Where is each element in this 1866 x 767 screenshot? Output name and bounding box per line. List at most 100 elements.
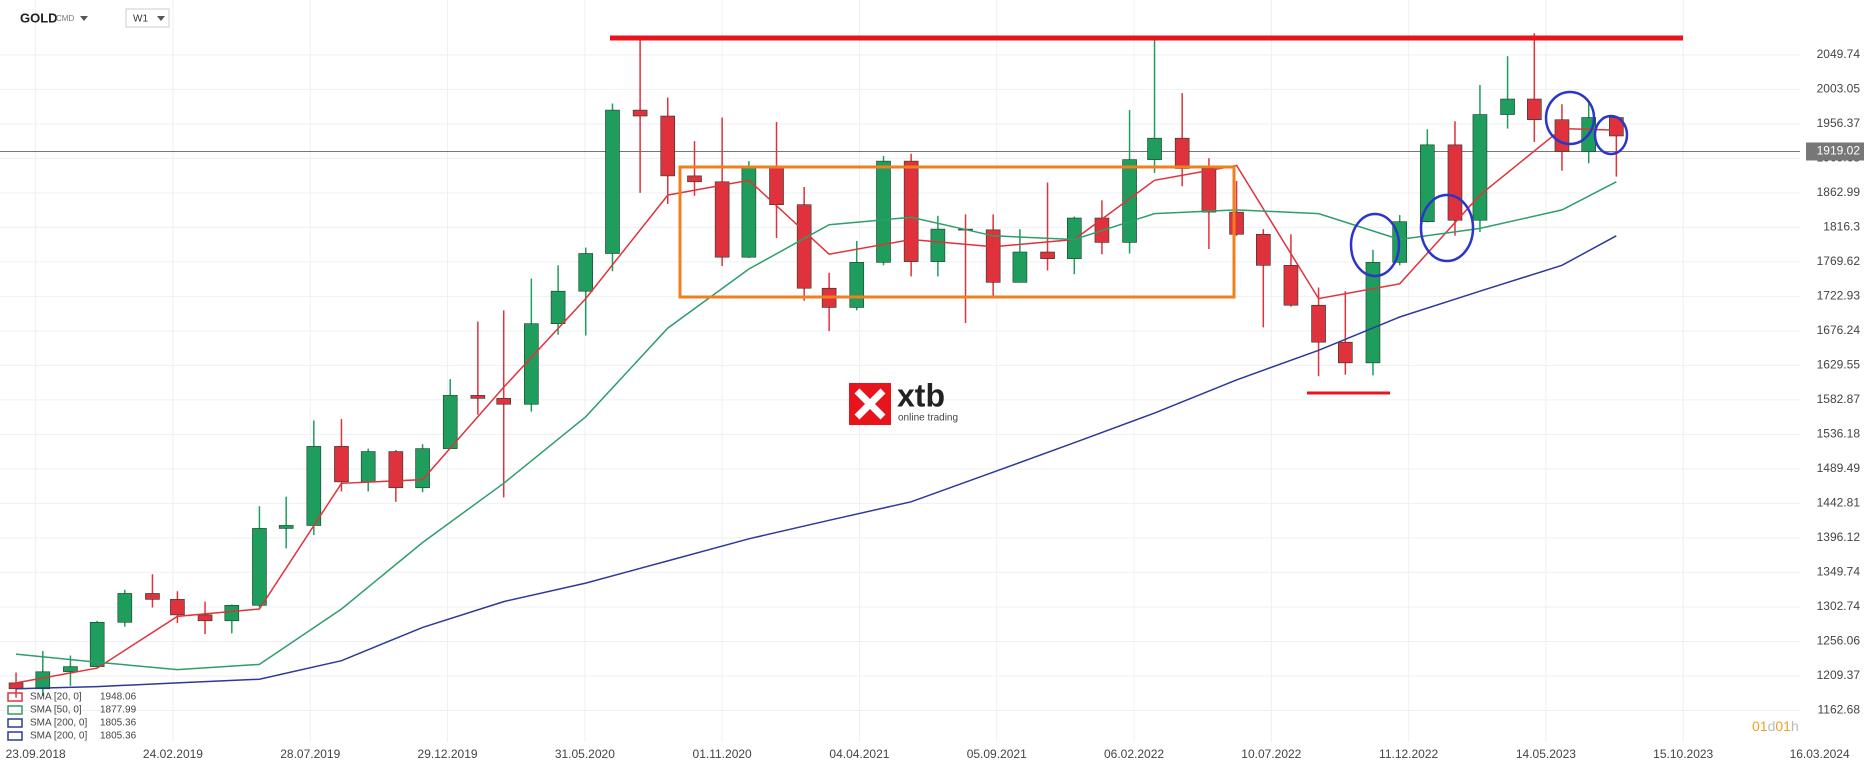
highlight-circle [1593,114,1629,156]
logo-text: xtb [897,377,945,413]
countdown-part: 01 [1752,718,1768,734]
candle-body [524,323,539,405]
candle-body [145,593,160,600]
dropdown-arrow[interactable] [80,16,88,21]
candle-body [278,525,294,529]
legend-name: SMA [20, 0] [30,692,82,703]
candle-body [306,446,322,526]
candle-body [197,614,213,622]
y-tick-label: 1536.18 [1817,427,1861,441]
candle-body [550,290,566,325]
candle-body [605,109,620,254]
y-tick-label: 1629.55 [1817,358,1861,372]
legend-value: 1805.36 [100,718,137,729]
y-tick-label: 1256.06 [1817,634,1861,648]
candle-body [1500,98,1515,115]
y-tick-label: 1862.99 [1817,185,1861,199]
y-tick-label: 1956.37 [1817,116,1861,130]
axis-panel [1800,0,1866,767]
y-tick-label: 1816.3 [1823,220,1860,234]
sma-line [15,181,1617,671]
legend-name: SMA [200, 0] [30,718,87,729]
current-price-box [1806,142,1864,161]
x-tick-label: 05.09.2021 [967,747,1027,761]
y-tick-label: 1722.93 [1817,289,1861,303]
candle-body [985,229,1001,283]
candle-body [1447,144,1463,221]
candle-body [1311,304,1326,343]
candle-body [415,448,430,489]
y-tick-label: 1769.62 [1817,254,1861,268]
candle-body [388,451,404,489]
legend-swatch [7,718,23,728]
candle-body [903,160,919,262]
candle-body [35,671,51,690]
y-tick-label: 2049.74 [1817,47,1861,61]
x-tick-label: 10.07.2022 [1241,747,1301,761]
countdown: 01d01h [1752,718,1799,734]
highlight-circle [1544,90,1596,146]
legend-value: 1877.99 [100,705,137,716]
legend-value: 1948.06 [100,692,137,703]
candle-body [117,593,133,623]
candle-body [442,395,458,449]
candle-body [1283,265,1299,306]
logo-x [854,388,886,420]
candle-body [1201,168,1217,213]
candle-body [876,160,891,263]
candle-body [1174,137,1190,169]
symbol[interactable]: GOLD [20,10,58,25]
x-tick-label: 23.09.2018 [6,747,66,761]
symbol-tag: CMD [56,14,74,23]
y-tick-label: 1489.49 [1817,461,1861,475]
candle-body [632,109,648,117]
x-tick-label: 04.04.2021 [829,747,889,761]
range-box [678,165,1236,299]
candle-body [714,181,730,258]
candle-body [1472,114,1488,221]
x-tick-label: 16.03.2024 [1790,747,1850,761]
y-tick-label: 1302.74 [1817,599,1861,613]
interval[interactable]: W1 [133,14,148,25]
legend-swatch [7,692,23,702]
y-tick-label: 1209.37 [1817,668,1861,682]
candle-body [578,253,594,292]
x-tick-label: 06.02.2022 [1104,747,1164,761]
x-tick-label: 11.12.2022 [1379,747,1438,761]
y-tick-label: 1349.74 [1817,564,1861,578]
candle-body [360,451,376,483]
x-tick-label: 24.02.2019 [143,747,203,761]
highlight-circle [1349,212,1401,278]
candle-body [334,446,349,483]
candle-body [687,175,702,183]
candle-body [769,166,784,206]
legend-name: SMA [50, 0] [30,705,82,716]
candle-body [1229,211,1244,235]
candle-body [170,599,185,616]
sma-line [15,235,1617,690]
x-tick-label: 15.10.2023 [1653,747,1713,761]
candle-body [63,666,78,673]
candle-body [224,604,240,622]
x-tick-label: 01.11.2020 [693,747,752,761]
legend-swatch [7,705,23,715]
candle-body [1365,262,1381,364]
grid [0,0,1800,742]
x-tick-label: 31.05.2020 [555,747,615,761]
candle-body [1255,233,1271,266]
logo-subtitle: online trading [898,413,958,424]
candle-body [849,262,865,308]
countdown-part: h [1791,718,1799,734]
interval-box[interactable] [125,8,170,28]
y-tick-label: 1396.12 [1817,530,1861,544]
candle-body [252,528,267,606]
dropdown-arrow[interactable] [157,16,165,21]
candle-body [1122,159,1137,243]
candle-body [1420,144,1435,223]
sma-line [15,127,1617,684]
countdown-part: d [1768,718,1776,734]
candle-body [1066,217,1082,259]
y-tick-label: 1676.24 [1817,323,1861,337]
candle-body [1338,341,1353,364]
legend-swatch [7,731,23,741]
